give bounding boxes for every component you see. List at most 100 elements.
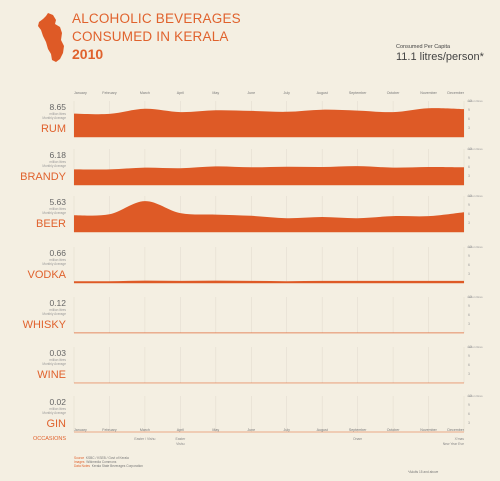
unit-wine: million litres [49,358,66,362]
per-capita-label: Consumed Per Capita [396,44,451,50]
footer-source-key: Source [74,456,85,460]
month-label-bottom-may: May [212,428,219,432]
month-label-bottom-june: June [247,428,255,432]
tick-wine-9: 9 [468,354,470,358]
tick-brandy-9: 9 [468,156,470,160]
avg-label-gin: Monthly Average [42,411,66,415]
month-label-bottom-september: September [349,428,367,432]
area-brandy [74,166,464,185]
month-label-top-september: September [349,91,367,95]
unit-brandy: million litres [49,160,66,164]
page-title: ALCOHOLIC BEVERAGES [72,11,241,26]
month-label-top-may: May [212,91,219,95]
month-label-bottom-march: March [140,428,150,432]
footer-notes-text: Kerala State Beverages Corporation [91,464,143,468]
avg-label-whisky: Monthly Average [42,312,66,316]
occasion-3-line-1: New Year Eve [443,442,464,446]
avg-label-wine: Monthly Average [42,362,66,366]
month-label-top-january: January [74,91,87,95]
occasion-2-line-0: Onam [353,437,362,441]
right-axis-label-whisky: million litres [467,295,483,299]
unit-whisky: million litres [49,308,66,312]
month-label-bottom-july: July [284,428,291,432]
tick-whisky-6: 6 [468,313,470,317]
month-label-top-october: October [387,91,401,95]
occasion-1-line-1: Vishu [176,442,185,446]
tick-beer-3: 3 [468,221,470,225]
month-label-bottom-october: October [387,428,401,432]
footer-notes-key: Data Notes [74,464,90,468]
tick-vodka-12: 12 [468,245,472,249]
kerala-map-icon [38,13,64,62]
month-label-bottom-february: February [102,428,117,432]
unit-vodka: million litres [49,258,66,262]
tick-whisky-12: 12 [468,295,472,299]
footer-images-text: Wikimedia Commons [86,460,117,464]
value-beer: 5.63 [49,197,66,207]
right-axis-label-rum: million litres [467,99,483,103]
avg-label-beer: Monthly Average [42,211,66,215]
series-name-brandy: BRANDY [20,171,67,183]
footer-images-key: Images [74,460,85,464]
footer-source-text: KSBC / KSEB / Govt of Kerala [85,456,129,460]
unit-beer: million litres [49,207,66,211]
month-label-top-february: February [102,91,117,95]
month-label-top-june: June [247,91,255,95]
avg-label-vodka: Monthly Average [42,262,66,266]
month-label-top-march: March [140,91,150,95]
value-vodka: 0.66 [49,248,66,258]
title-year: 2010 [72,46,104,62]
tick-rum-6: 6 [468,117,470,121]
right-axis-label-vodka: million litres [467,245,483,249]
tick-beer-6: 6 [468,212,470,216]
series-name-gin: GIN [46,418,66,430]
avg-label-rum: Monthly Average [42,116,66,120]
tick-vodka-9: 9 [468,254,470,258]
area-rum [74,108,464,137]
footer-notes: Source KSBC / KSEB / Govt of Kerala Imag… [74,456,143,468]
month-label-bottom-december: December [447,428,464,432]
value-wine: 0.03 [49,348,66,358]
right-axis-label-gin: million litres [467,394,483,398]
tick-vodka-6: 6 [468,263,470,267]
month-label-bottom-november: November [420,428,437,432]
value-whisky: 0.12 [49,298,66,308]
footnote: *Adults 15 and above [408,470,439,474]
tick-brandy-12: 12 [468,147,472,151]
area-beer [74,201,464,232]
occasion-3-line-0: X'mas [455,437,465,441]
tick-beer-12: 12 [468,194,472,198]
value-rum: 8.65 [49,102,66,112]
value-gin: 0.02 [49,397,66,407]
month-label-top-april: April [177,91,184,95]
month-label-bottom-april: April [177,428,184,432]
month-label-top-august: August [317,91,328,95]
month-label-top-july: July [284,91,291,95]
tick-rum-9: 9 [468,108,470,112]
month-label-bottom-august: August [317,428,328,432]
series-name-wine: WINE [37,369,66,381]
tick-wine-12: 12 [468,345,472,349]
occasion-1-line-0: Easter [175,437,186,441]
tick-whisky-3: 3 [468,322,470,326]
tick-vodka-3: 3 [468,272,470,276]
tick-gin-6: 6 [468,412,470,416]
tick-gin-3: 3 [468,421,470,425]
footer-row-images: Images Wikimedia Commons [74,460,143,464]
series-name-whisky: WHISKY [23,319,67,331]
series-name-rum: RUM [41,123,66,135]
occasion-0-line-0: Easter / Vishu [134,437,155,441]
per-capita-value: 11.1 litres/person* [396,51,484,63]
series-name-beer: BEER [36,218,66,230]
tick-brandy-6: 6 [468,165,470,169]
value-brandy: 6.18 [49,150,66,160]
tick-whisky-9: 9 [468,304,470,308]
page-subtitle: CONSUMED IN KERALA [72,29,229,44]
footer-row-source: Source KSBC / KSEB / Govt of Kerala [74,456,143,460]
tick-gin-12: 12 [468,394,472,398]
tick-rum-12: 12 [468,99,472,103]
tick-beer-9: 9 [468,203,470,207]
month-label-top-december: December [447,91,464,95]
unit-rum: million litres [49,112,66,116]
